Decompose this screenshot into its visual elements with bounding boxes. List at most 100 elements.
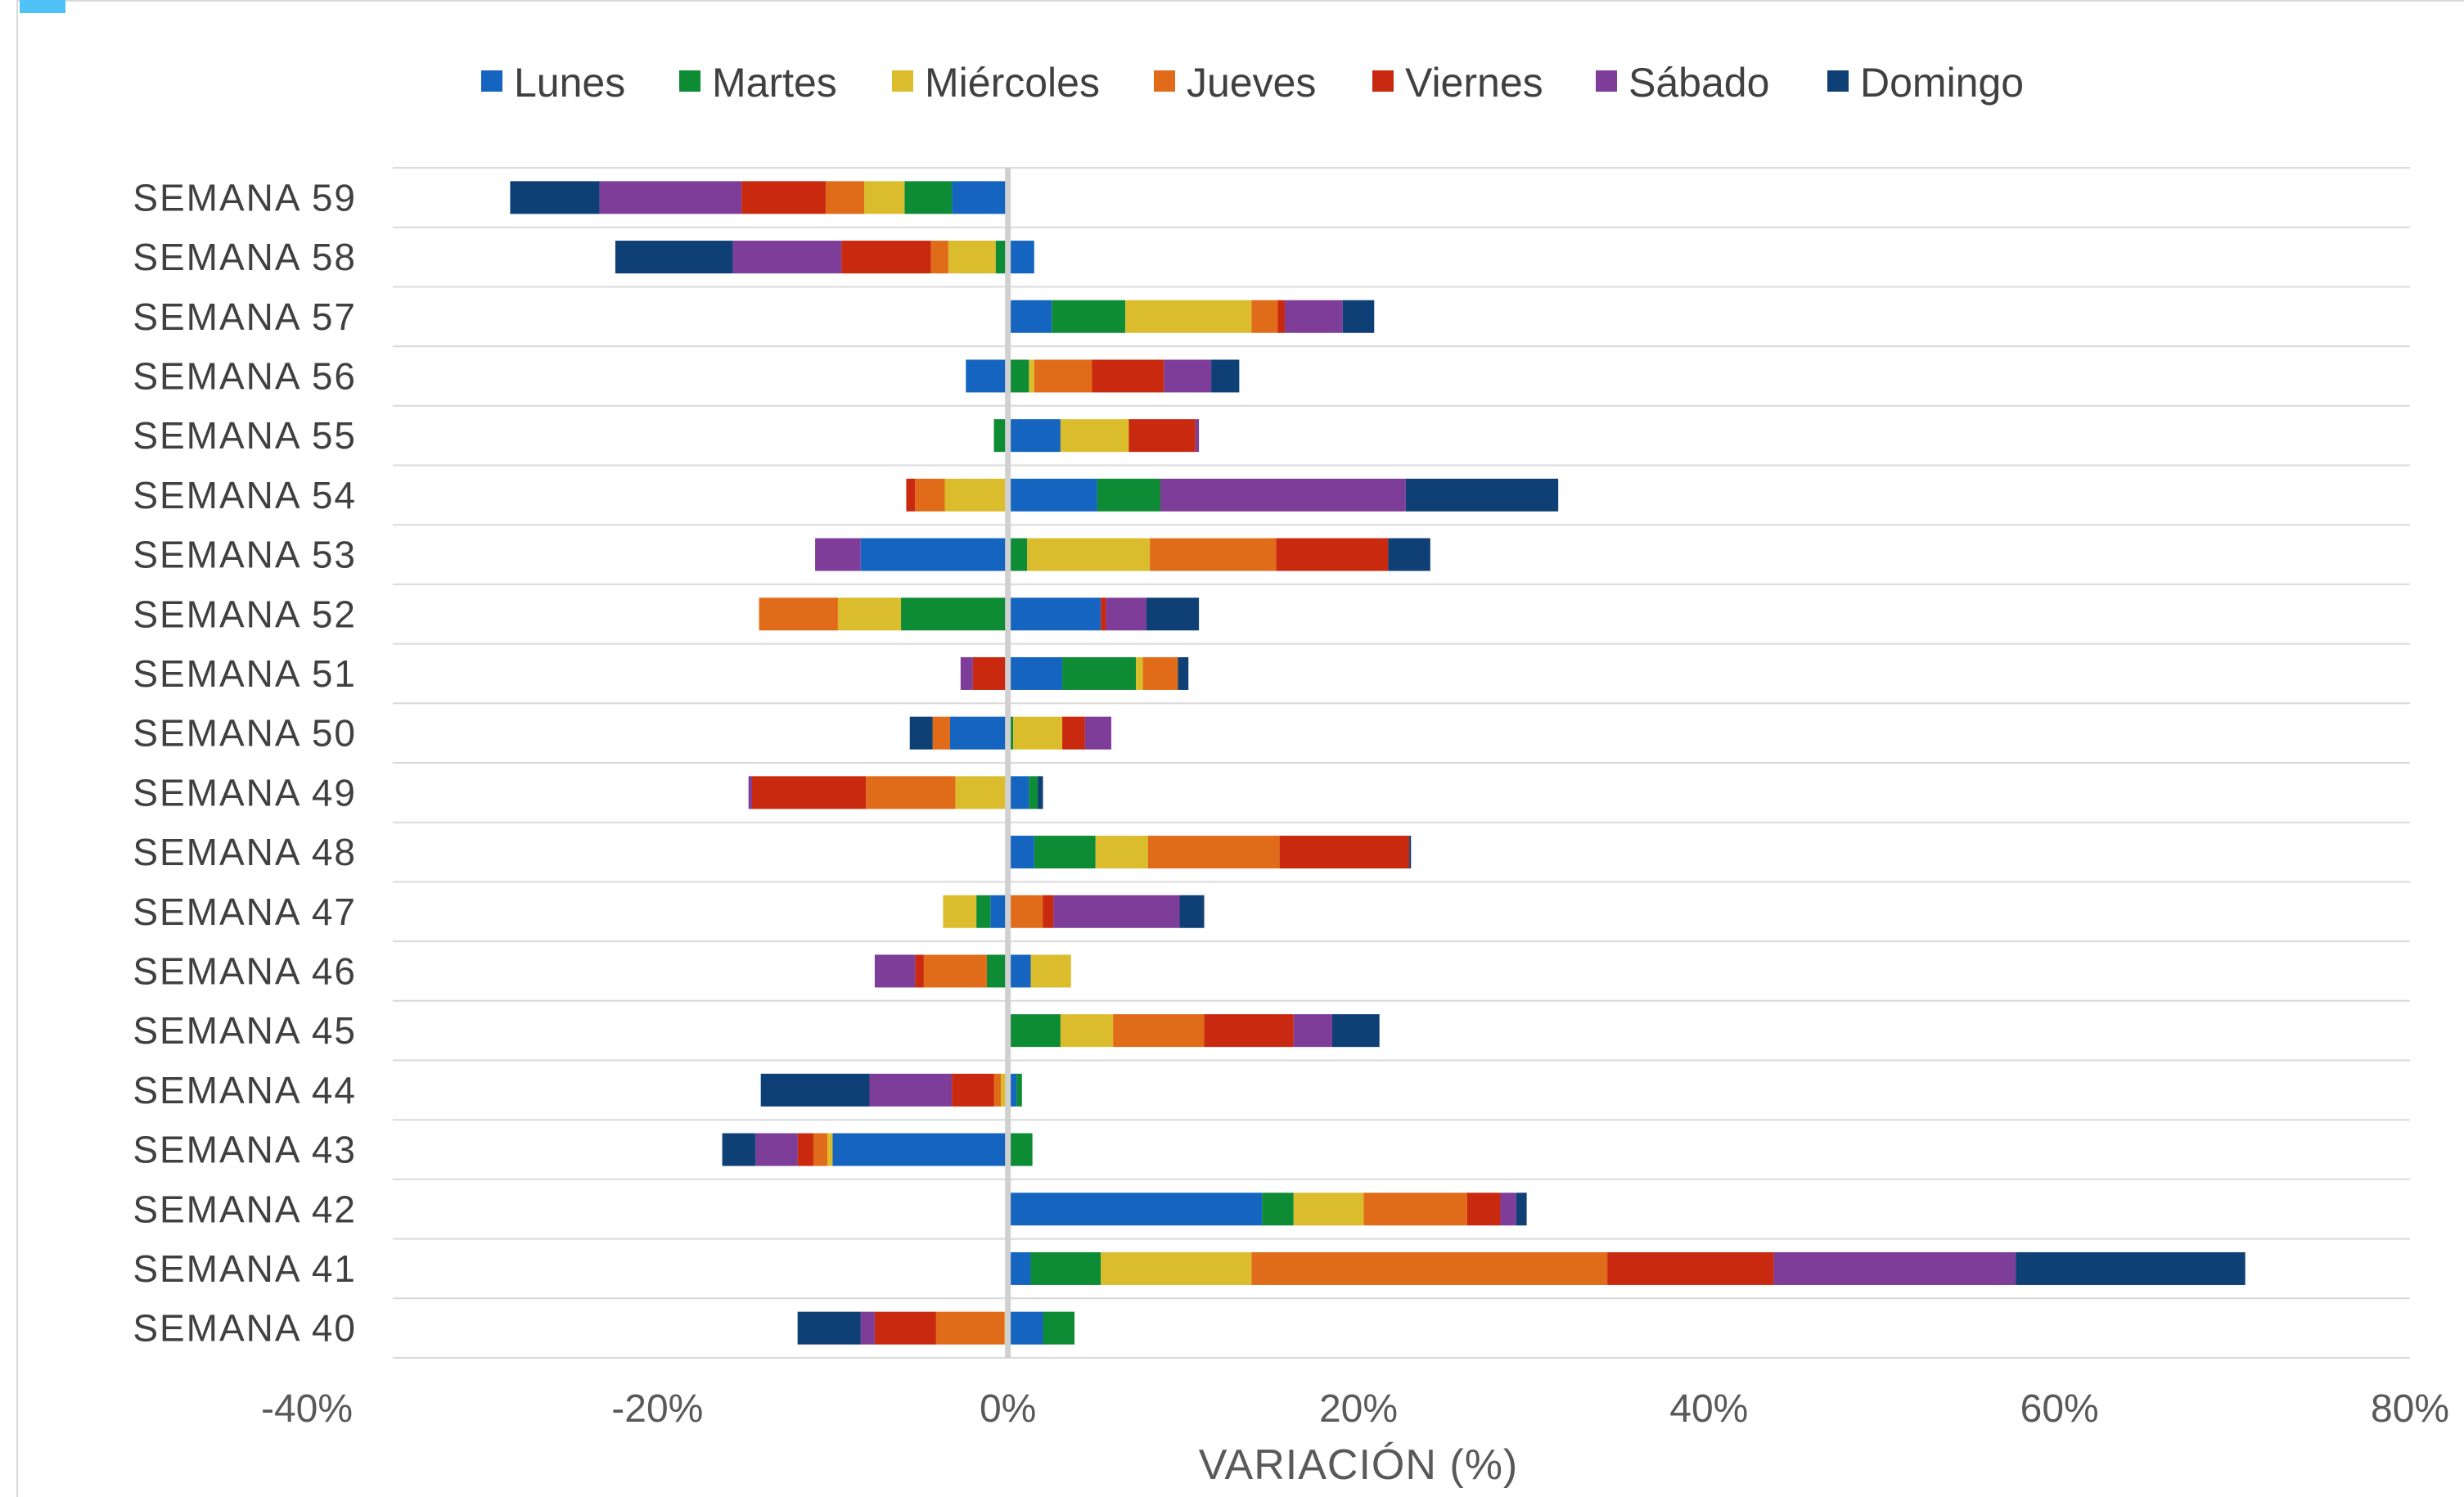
- bar-segment: [1160, 478, 1406, 512]
- category-label: SEMANA 43: [133, 1129, 357, 1171]
- bar-segment: [1007, 597, 1101, 631]
- bar-segment: [837, 597, 902, 631]
- bar-segment: [952, 181, 1008, 214]
- bar-segment: [1363, 1193, 1467, 1226]
- legend-swatch: [1154, 70, 1175, 92]
- bar-segment: [1211, 359, 1240, 393]
- bar-segment: [1007, 656, 1063, 690]
- bar-segment: [864, 181, 905, 214]
- bar-segment: [901, 597, 1008, 631]
- bar-segment: [599, 181, 742, 214]
- bar-segment: [1062, 656, 1137, 690]
- bar-segment: [748, 776, 752, 809]
- bar-segment: [1279, 836, 1410, 869]
- bar-segment: [972, 656, 1008, 690]
- bar-segment: [1029, 359, 1034, 393]
- category-label: SEMANA 53: [133, 534, 357, 576]
- bar-segment: [869, 1073, 953, 1107]
- legend-label: Martes: [712, 60, 837, 106]
- bar-segment: [993, 1073, 1002, 1107]
- bar-segment: [1342, 300, 1375, 333]
- bar-segment: [904, 181, 953, 214]
- legend: Lunes Martes Miércoles Jueves Viernes Sábado D…: [481, 60, 2024, 106]
- bar-segment: [1027, 538, 1151, 571]
- bar-segment: [1516, 1193, 1527, 1226]
- x-axis-title: VARIACIÓN (%): [1199, 1441, 1519, 1489]
- bar-segment: [923, 954, 987, 988]
- bar-segment: [1101, 1251, 1252, 1285]
- bar-segment: [1095, 836, 1148, 869]
- bar-segment: [1060, 1014, 1114, 1048]
- category-label: SEMANA 48: [133, 831, 357, 873]
- bar-segment: [874, 1311, 936, 1345]
- bar-segment: [1277, 300, 1286, 333]
- bar-segment: [949, 716, 1008, 750]
- bar-segment: [1013, 716, 1063, 750]
- bar-segment: [1251, 1251, 1608, 1285]
- bar-segment: [1034, 836, 1096, 869]
- bar-segment: [1136, 656, 1143, 690]
- bar-segment: [1007, 895, 1043, 928]
- bar-segment: [944, 478, 1008, 512]
- bar-segment: [1405, 478, 1559, 512]
- bar-segment: [1106, 597, 1146, 631]
- bar-segment: [1331, 1014, 1380, 1048]
- bar-segment: [1178, 656, 1189, 690]
- category-label: SEMANA 49: [133, 771, 357, 814]
- bar-segment: [1500, 1193, 1516, 1226]
- bar-segment: [751, 776, 867, 809]
- bar-segment: [827, 1133, 833, 1166]
- bar-segment: [797, 1133, 813, 1166]
- category-label: SEMANA 42: [133, 1188, 357, 1230]
- chart-frame: [16, 0, 2464, 1497]
- category-label: SEMANA 54: [133, 474, 357, 516]
- category-label: SEMANA 57: [133, 295, 357, 338]
- bar-segment: [1092, 359, 1164, 393]
- bar-segment: [952, 1073, 994, 1107]
- bar-segment: [990, 895, 1008, 928]
- legend-label: Jueves: [1187, 60, 1316, 106]
- legend-label: Viernes: [1405, 60, 1543, 106]
- x-tick-label: 60%: [2020, 1387, 2099, 1431]
- bar-segment: [841, 241, 931, 274]
- bar-segment: [1007, 359, 1029, 393]
- bar-segment: [1195, 419, 1200, 453]
- bar-segment: [813, 1133, 828, 1166]
- bar-segment: [1029, 776, 1038, 809]
- x-tick-label: 80%: [2371, 1387, 2449, 1431]
- bar-segment: [1607, 1251, 1774, 1285]
- bar-segment: [932, 716, 950, 750]
- x-tick-labels: -40% -20% 0% 20% 40% 60% 80%: [261, 1387, 2449, 1431]
- category-label: SEMANA 58: [133, 236, 357, 278]
- bar-segment: [2016, 1251, 2246, 1285]
- bar-segment: [1125, 300, 1252, 333]
- bar-segment: [1150, 538, 1277, 571]
- bar-segment: [906, 478, 916, 512]
- legend-label: Domingo: [1860, 60, 2024, 106]
- x-tick-label: 40%: [1669, 1387, 1748, 1431]
- bar-segment: [1016, 1073, 1022, 1107]
- bar-segment: [1388, 538, 1430, 571]
- category-label: SEMANA 55: [133, 414, 357, 457]
- category-label: SEMANA 45: [133, 1009, 357, 1052]
- bar-segment: [935, 1311, 1005, 1345]
- bar-segment: [966, 359, 1008, 393]
- bar-segment: [1285, 300, 1343, 333]
- bar-segment: [1043, 895, 1054, 928]
- x-tick-label: 20%: [1319, 1387, 1398, 1431]
- bar-segment: [1007, 1193, 1263, 1226]
- bar-segment: [1007, 1073, 1017, 1107]
- category-label: SEMANA 41: [133, 1247, 357, 1290]
- bar-segment: [1466, 1193, 1501, 1226]
- bar-segment: [1142, 656, 1178, 690]
- category-label: SEMANA 46: [133, 949, 357, 992]
- x-tick-label: -40%: [261, 1387, 353, 1431]
- bar-segment: [1007, 478, 1097, 512]
- category-labels: SEMANA 59 SEMANA 58 SEMANA 57 SEMANA 56 SEMA…: [133, 176, 357, 1349]
- bar-segment: [874, 954, 916, 988]
- bar-segment: [1204, 1014, 1294, 1048]
- bar-segment: [948, 241, 996, 274]
- selection-handle[interactable]: [20, 0, 65, 13]
- bar-segment: [1030, 954, 1071, 988]
